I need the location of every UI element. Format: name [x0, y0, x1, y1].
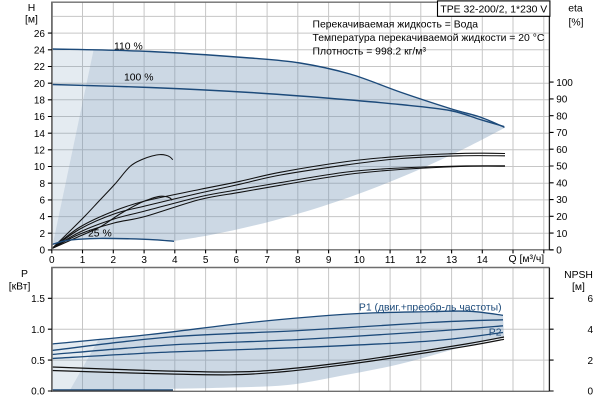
svg-text:3: 3	[141, 255, 147, 266]
svg-text:6: 6	[588, 294, 594, 305]
svg-text:12: 12	[415, 255, 427, 266]
svg-text:Температура перекачиваемой жид: Температура перекачиваемой жидкости = 20…	[313, 33, 545, 44]
svg-text:80: 80	[556, 111, 568, 122]
svg-text:10: 10	[556, 229, 568, 240]
svg-text:70: 70	[556, 128, 568, 139]
svg-text:P1 (двиг.+преобр-ль частоты): P1 (двиг.+преобр-ль частоты)	[359, 302, 502, 314]
svg-text:1: 1	[80, 255, 86, 266]
svg-text:0: 0	[588, 387, 594, 398]
svg-text:2: 2	[39, 229, 45, 240]
svg-text:14: 14	[34, 129, 46, 140]
svg-text:24: 24	[34, 45, 46, 56]
svg-text:18: 18	[34, 96, 46, 107]
svg-text:110 %: 110 %	[114, 41, 143, 52]
svg-text:P2: P2	[489, 328, 502, 339]
svg-text:[м]: [м]	[25, 15, 38, 26]
svg-text:NPSH: NPSH	[564, 270, 593, 281]
svg-text:90: 90	[556, 95, 568, 106]
svg-text:H: H	[28, 3, 36, 14]
svg-text:2: 2	[588, 356, 594, 367]
svg-text:eta: eta	[568, 4, 583, 15]
svg-text:6: 6	[39, 196, 45, 207]
svg-text:4: 4	[588, 325, 594, 336]
svg-text:26: 26	[34, 29, 46, 40]
svg-text:100: 100	[556, 78, 573, 89]
svg-text:10: 10	[354, 255, 366, 266]
svg-text:0.5: 0.5	[31, 356, 45, 367]
svg-text:Плотность = 998.2 кг/м³: Плотность = 998.2 кг/м³	[313, 47, 427, 58]
svg-text:8: 8	[295, 255, 301, 266]
svg-text:40: 40	[556, 178, 568, 189]
svg-text:[%]: [%]	[568, 18, 583, 29]
svg-text:P: P	[21, 269, 28, 280]
svg-text:4: 4	[39, 212, 45, 223]
svg-text:0: 0	[556, 246, 562, 257]
svg-text:8: 8	[39, 179, 45, 190]
svg-text:20: 20	[34, 79, 46, 90]
svg-text:0: 0	[49, 255, 55, 266]
svg-text:9: 9	[326, 255, 332, 266]
svg-text:7: 7	[264, 255, 270, 266]
svg-text:11: 11	[385, 255, 396, 266]
svg-text:5: 5	[203, 255, 209, 266]
svg-text:1.5: 1.5	[31, 294, 45, 305]
svg-text:60: 60	[556, 145, 568, 156]
svg-text:22: 22	[34, 62, 46, 73]
svg-text:16: 16	[34, 112, 46, 123]
svg-text:100 %: 100 %	[124, 72, 153, 83]
svg-text:[м]: [м]	[572, 282, 585, 293]
svg-text:0.0: 0.0	[31, 387, 45, 398]
svg-text:2: 2	[111, 255, 117, 266]
svg-text:6: 6	[234, 255, 240, 266]
svg-text:20: 20	[556, 212, 568, 223]
svg-text:14: 14	[477, 255, 489, 266]
svg-text:[кВт]: [кВт]	[9, 282, 31, 293]
svg-text:13: 13	[446, 255, 458, 266]
svg-text:TPE 32-200/2, 1*230 V: TPE 32-200/2, 1*230 V	[440, 4, 547, 15]
svg-text:Перекачиваемая жидкость = Вода: Перекачиваемая жидкость = Вода	[313, 19, 479, 30]
svg-text:50: 50	[556, 162, 568, 173]
svg-text:Q [м³/ч]: Q [м³/ч]	[509, 254, 545, 265]
svg-text:4: 4	[172, 255, 178, 266]
svg-text:12: 12	[34, 146, 46, 157]
svg-text:0: 0	[39, 246, 45, 257]
svg-text:25 %: 25 %	[88, 229, 112, 240]
svg-text:30: 30	[556, 195, 568, 206]
svg-text:1.0: 1.0	[31, 325, 45, 336]
svg-text:10: 10	[34, 162, 46, 173]
